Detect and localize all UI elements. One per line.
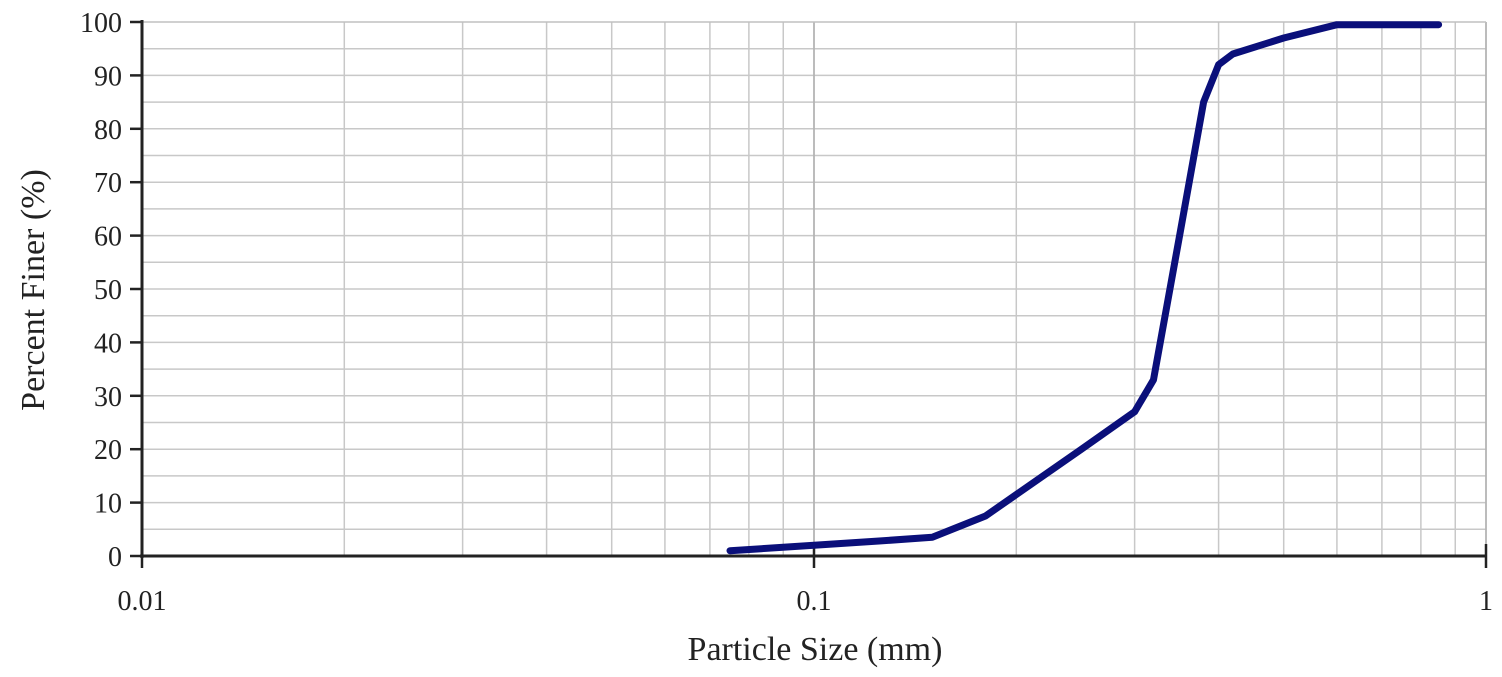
x-tick-label: 0.01 xyxy=(118,586,167,617)
axes xyxy=(130,20,1488,568)
y-tick-label: 50 xyxy=(94,275,122,306)
y-tick-label: 90 xyxy=(94,61,122,92)
y-tick-label: 30 xyxy=(94,382,122,413)
y-tick-label: 100 xyxy=(80,8,122,39)
y-tick-label: 60 xyxy=(94,222,122,253)
y-axis-title: Percent Finer (%) xyxy=(15,169,52,411)
tick-labels: 0 10 20 30 40 50 60 70 80 90 100 0.01 0.1 1 xyxy=(80,8,1493,617)
y-tick-label: 10 xyxy=(94,489,122,520)
y-tick-label: 20 xyxy=(94,435,122,466)
y-tick-label: 0 xyxy=(108,542,122,573)
series-layer xyxy=(726,21,1443,555)
y-tick-label: 40 xyxy=(94,328,122,359)
y-tick-label: 70 xyxy=(94,168,122,199)
x-tick-label: 0.1 xyxy=(797,586,832,617)
y-tick-label: 80 xyxy=(94,115,122,146)
x-axis-title: Particle Size (mm) xyxy=(688,631,943,668)
x-tick-label: 1 xyxy=(1479,586,1493,617)
gradation-curve xyxy=(726,21,1443,555)
